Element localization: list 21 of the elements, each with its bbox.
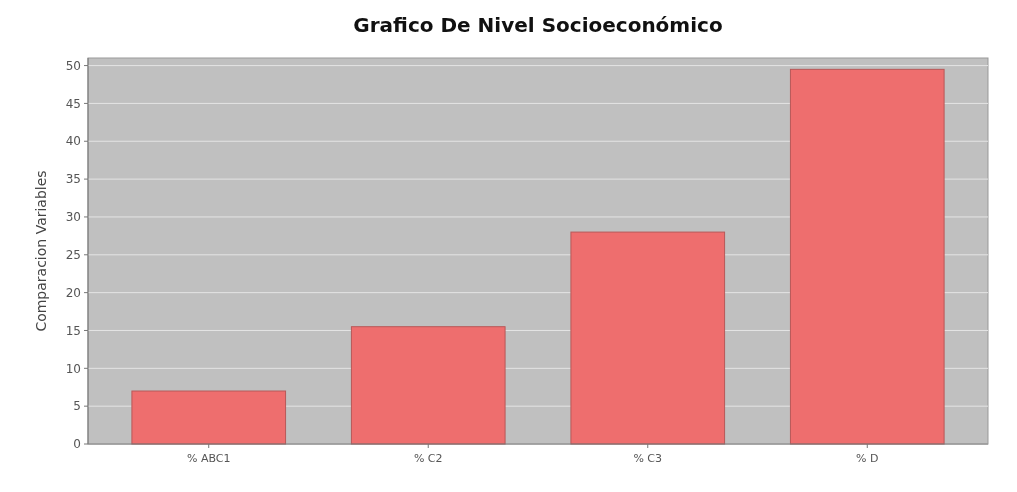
y-tick-label: 30 bbox=[65, 210, 81, 225]
y-tick-label: 25 bbox=[65, 247, 81, 262]
y-tick-label: 40 bbox=[65, 134, 81, 149]
y-tick-label: 0 bbox=[73, 437, 81, 452]
x-tick-label: % ABC1 bbox=[186, 452, 231, 465]
y-axis-title: Comparacion Variables bbox=[33, 170, 49, 332]
bar bbox=[570, 231, 726, 445]
y-tick-label: 15 bbox=[65, 323, 81, 338]
y-tick-label: 45 bbox=[65, 96, 81, 111]
y-tick-label: 20 bbox=[65, 285, 81, 300]
bar bbox=[789, 68, 945, 445]
x-tick-label: % C3 bbox=[633, 452, 663, 465]
y-tick-label: 5 bbox=[73, 399, 81, 414]
x-tick-label: % D bbox=[856, 452, 879, 465]
y-tick-label: 50 bbox=[65, 58, 81, 73]
y-tick-label: 10 bbox=[65, 361, 81, 376]
bar bbox=[131, 390, 287, 445]
chart-title: Grafico De Nivel Socioeconómico bbox=[353, 13, 723, 37]
y-tick-label: 35 bbox=[65, 172, 81, 187]
bar bbox=[350, 326, 506, 445]
x-tick-label: % C2 bbox=[413, 452, 443, 465]
